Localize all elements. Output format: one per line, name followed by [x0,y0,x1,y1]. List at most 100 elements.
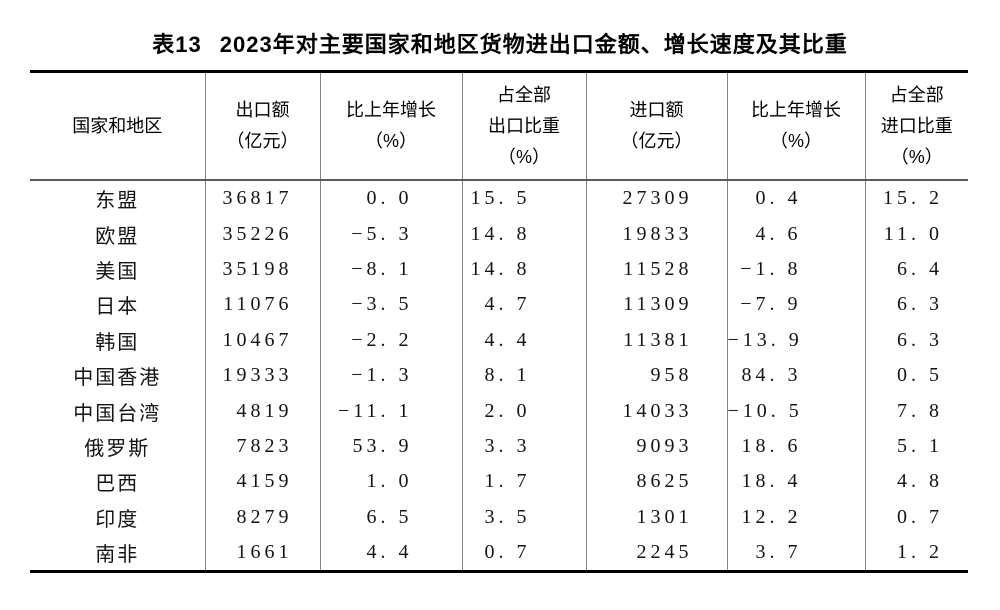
column-header-line: 国家和地区 [72,115,163,136]
cell-export-value: 8279 [204,499,320,535]
cell-export-share: 14. 8 [461,216,586,252]
cell-region: 美国 [95,260,140,283]
cell-export-share: 3. 5 [461,499,586,535]
table-row: 巴西 4159 1. 0 1. 7 8625 18. 4 4. 8 [30,464,968,500]
cell-export-value: 35226 [204,216,320,252]
cell-export-value: 10467 [204,322,320,358]
cell-import-value: 19833 [585,216,727,252]
cell-export-growth: −8. 1 [319,251,462,288]
cell-region: 巴西 [95,473,140,496]
cell-export-value: 4159 [204,464,320,500]
cell-export-value: 35198 [204,251,320,288]
column-header-import-value: 进口额 （亿元） [585,71,727,181]
cell-import-value: 11381 [585,322,727,358]
trade-table: 国家和地区 出口额 （亿元） 比上年增长 （%） 占全部 出口比重 （%） 进口额 （亿元） 比上年… [30,70,968,574]
cell-export-share: 2. 0 [461,393,586,429]
cell-import-growth: −7. 9 [726,287,865,323]
cell-export-share: 14. 8 [461,251,586,288]
table-row: 南非 1661 4. 4 0. 7 2245 3. 7 1. 2 [30,534,968,572]
column-header-line: （%） [890,146,943,167]
cell-export-value: 4819 [204,393,320,429]
cell-region: 中国香港 [73,367,162,390]
cell-import-share: 7. 8 [864,393,968,429]
cell-import-growth: 0. 4 [726,180,865,217]
cell-import-value: 1301 [585,499,727,535]
column-header-line: （%） [364,131,417,151]
cell-export-growth: −3. 5 [319,287,462,323]
table-row: 日本 11076 −3. 5 4. 7 11309 −7. 9 6. 3 [30,287,968,323]
cell-import-share: 5. 1 [864,428,968,465]
cell-import-share: 6. 4 [864,251,968,288]
column-header-line: 出口额 [235,100,290,120]
column-header-line: （亿元） [226,131,299,151]
column-header-line: 出口比重 [488,115,560,136]
header-row: 国家和地区 出口额 （亿元） 比上年增长 （%） 占全部 出口比重 （%） 进口额 （亿元） 比上年… [30,71,968,181]
cell-import-growth: 4. 6 [726,216,865,252]
cell-region: 中国台湾 [73,402,162,425]
table-title-text: 2023年对主要国家和地区货物进出口金额、增长速度及其比重 [219,32,848,57]
cell-export-growth: −11. 1 [319,393,462,429]
column-header-export-value: 出口额 （亿元） [204,71,320,181]
table-row: 俄罗斯 7823 53. 9 3. 3 9093 18. 6 5. 1 [30,428,968,465]
cell-region: 韩国 [95,331,140,354]
cell-export-growth: 0. 0 [319,180,462,217]
column-header-line: 进口额 [629,100,684,120]
cell-import-value: 958 [585,357,727,394]
cell-export-share: 4. 7 [461,287,586,323]
column-header-line: 比上年增长 [751,100,841,120]
cell-import-growth: −13. 9 [726,322,865,358]
cell-export-growth: −1. 3 [319,357,462,394]
cell-import-growth: 12. 2 [726,499,865,535]
table-row: 美国 35198 −8. 1 14. 8 11528 −1. 8 6. 4 [30,251,968,288]
cell-import-share: 0. 7 [864,499,968,535]
cell-import-growth: 84. 3 [726,357,865,394]
cell-region: 欧盟 [95,225,140,248]
cell-region: 俄罗斯 [84,437,151,460]
cell-import-value: 11528 [585,251,727,288]
cell-import-value: 11309 [585,287,727,323]
column-header-line: 占全部 [889,84,944,105]
cell-import-value: 9093 [585,428,727,465]
cell-export-value: 19333 [204,357,320,394]
column-header-line: 比上年增长 [346,100,436,120]
cell-import-share: 15. 2 [864,180,968,217]
table-row: 中国香港 19333 −1. 3 8. 1 958 84. 3 0. 5 [30,357,968,394]
column-header-import-growth: 比上年增长 （%） [726,71,865,181]
cell-import-value: 8625 [585,464,727,500]
cell-export-value: 36817 [204,180,320,217]
cell-import-growth: 18. 6 [726,428,865,465]
cell-import-share: 11. 0 [864,216,968,252]
cell-import-value: 2245 [585,534,727,572]
cell-import-share: 4. 8 [864,464,968,500]
column-header-line: （%） [497,146,550,167]
cell-export-growth: 4. 4 [319,534,462,572]
cell-import-share: 6. 3 [864,287,968,323]
table-row: 印度 8279 6. 5 3. 5 1301 12. 2 0. 7 [30,499,968,535]
cell-export-growth: −5. 3 [319,216,462,252]
column-header-line: 占全部 [497,84,551,105]
cell-import-growth: 18. 4 [726,464,865,500]
column-header-export-growth: 比上年增长 （%） [319,71,462,181]
cell-export-growth: 1. 0 [319,464,462,500]
cell-import-growth: −10. 5 [726,393,865,429]
cell-export-share: 1. 7 [461,464,586,500]
cell-import-value: 14033 [585,393,727,429]
cell-export-growth: −2. 2 [319,322,462,358]
cell-export-share: 0. 7 [461,534,586,572]
cell-export-value: 1661 [204,534,320,572]
cell-export-growth: 53. 9 [319,428,462,465]
table-row: 东盟 36817 0. 0 15. 5 27309 0. 4 15. 2 [30,180,968,217]
table-row: 欧盟 35226 −5. 3 14. 8 19833 4. 6 11. 0 [30,216,968,252]
cell-export-growth: 6. 5 [319,499,462,535]
cell-export-value: 7823 [204,428,320,465]
cell-region: 日本 [95,296,140,319]
column-header-line: 进口比重 [880,115,953,136]
cell-export-share: 8. 1 [461,357,586,394]
cell-import-share: 0. 5 [864,357,968,394]
table-row: 韩国 10467 −2. 2 4. 4 11381 −13. 9 6. 3 [30,322,968,358]
cell-region: 印度 [95,508,140,531]
cell-export-share: 3. 3 [461,428,586,465]
cell-import-growth: −1. 8 [726,251,865,288]
cell-region: 南非 [95,544,140,567]
